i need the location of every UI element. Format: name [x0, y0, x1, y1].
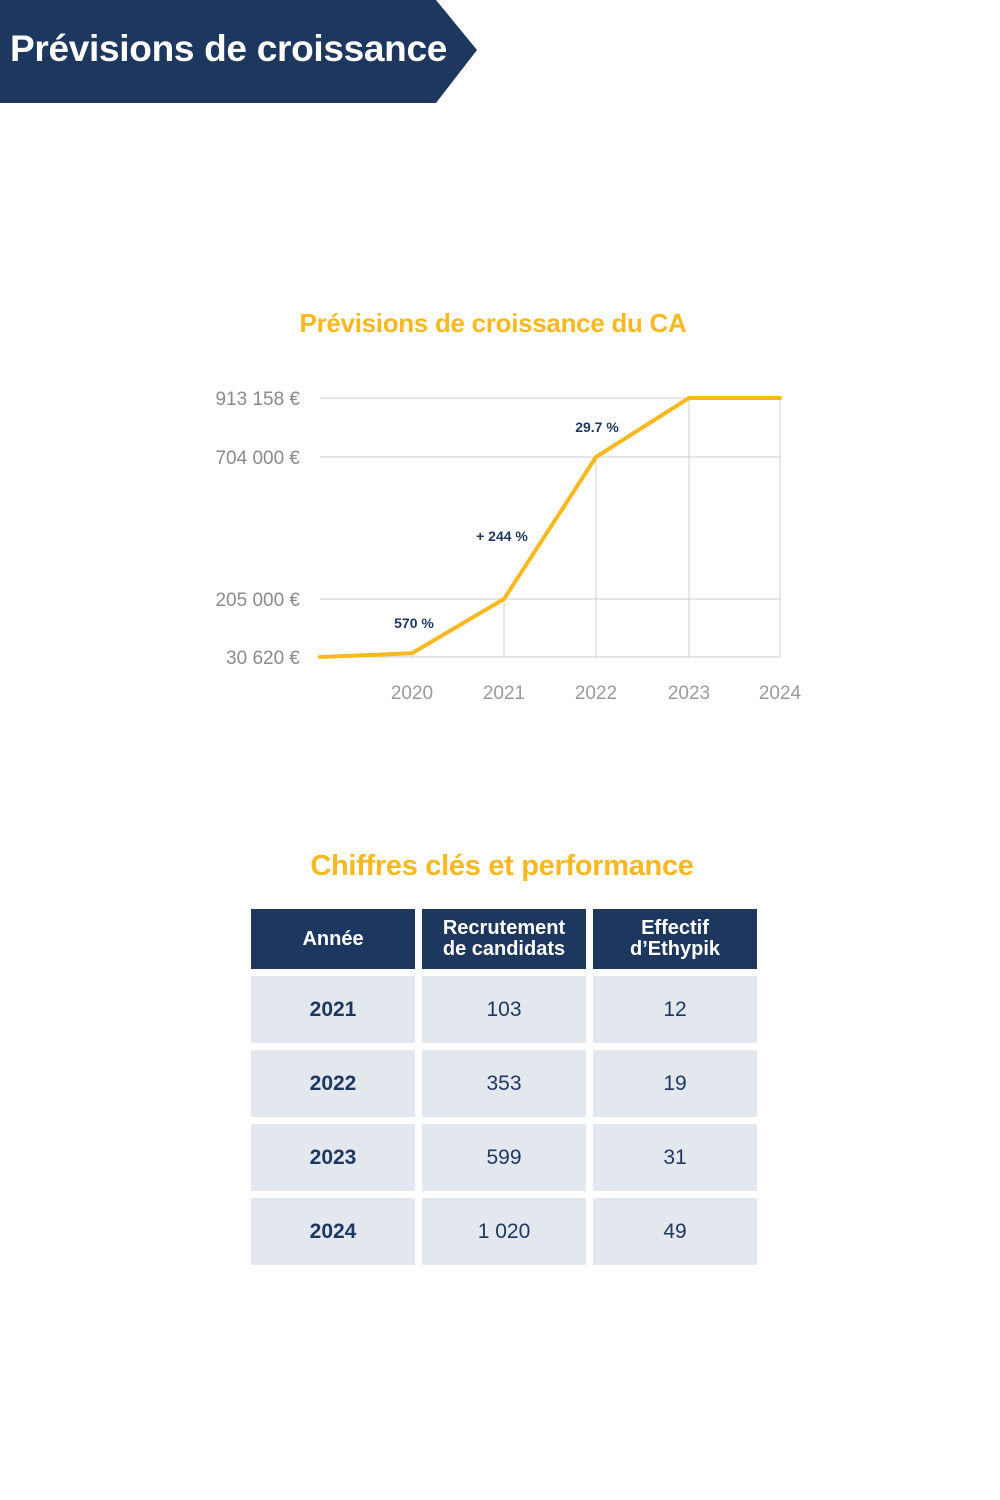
header-recruitment-line-2: de candidats [442, 938, 566, 960]
banner-title: Prévisions de croissance [10, 28, 448, 69]
y-tick-label: 913 158 € [215, 389, 300, 410]
table-row: 2021 103 12 [251, 976, 757, 1043]
x-tick-label: 2021 [483, 683, 525, 704]
header-recruitment-line-1: Recrutement [442, 917, 566, 939]
growth-annotation: 29.7 % [575, 419, 619, 435]
header-recruitment: Recrutement de candidats [422, 909, 586, 969]
x-tick-label: 2020 [391, 683, 433, 704]
row-year: 2024 [251, 1198, 415, 1265]
row-recruitment: 599 [422, 1124, 586, 1191]
row-recruitment: 103 [422, 976, 586, 1043]
row-headcount: 12 [593, 976, 757, 1043]
table-row: 2023 599 31 [251, 1124, 757, 1191]
page-banner: Prévisions de croissance [0, 0, 478, 103]
row-year: 2023 [251, 1124, 415, 1191]
table-header-row: Année Recrutement de candidats Effectif … [251, 909, 757, 969]
chart-title: Prévisions de croissance du CA [299, 308, 687, 338]
header-headcount-line-2: d’Ethypik [629, 938, 720, 960]
row-year: 2021 [251, 976, 415, 1043]
x-tick-label: 2024 [759, 683, 802, 704]
table-title: Chiffres clés et performance [310, 850, 694, 882]
growth-annotation: 570 % [394, 615, 434, 631]
header-year-label: Année [302, 927, 364, 950]
row-headcount: 31 [593, 1124, 757, 1191]
row-headcount: 19 [593, 1050, 757, 1117]
x-tick-label: 2022 [575, 683, 617, 704]
y-tick-label: 205 000 € [215, 590, 300, 611]
banner-shape [0, 0, 477, 103]
row-recruitment: 1 020 [422, 1198, 586, 1265]
revenue-line-chart: 913 158 € 704 000 € 205 000 € 30 620 € 2020 2… [215, 389, 802, 704]
row-headcount: 49 [593, 1198, 757, 1265]
growth-annotation: + 244 % [476, 528, 528, 544]
table-row: 2022 353 19 [251, 1050, 757, 1117]
header-year: Année [251, 909, 415, 969]
x-tick-label: 2023 [668, 683, 710, 704]
header-headcount: Effectif d’Ethypik [593, 909, 757, 969]
y-tick-label: 30 620 € [226, 648, 300, 669]
header-headcount-line-1: Effectif [641, 917, 709, 939]
y-tick-label: 704 000 € [215, 448, 300, 469]
row-recruitment: 353 [422, 1050, 586, 1117]
table-row: 2024 1 020 49 [251, 1198, 757, 1265]
key-figures-table: Année Recrutement de candidats Effectif … [244, 902, 764, 1272]
row-year: 2022 [251, 1050, 415, 1117]
revenue-line [318, 396, 782, 659]
